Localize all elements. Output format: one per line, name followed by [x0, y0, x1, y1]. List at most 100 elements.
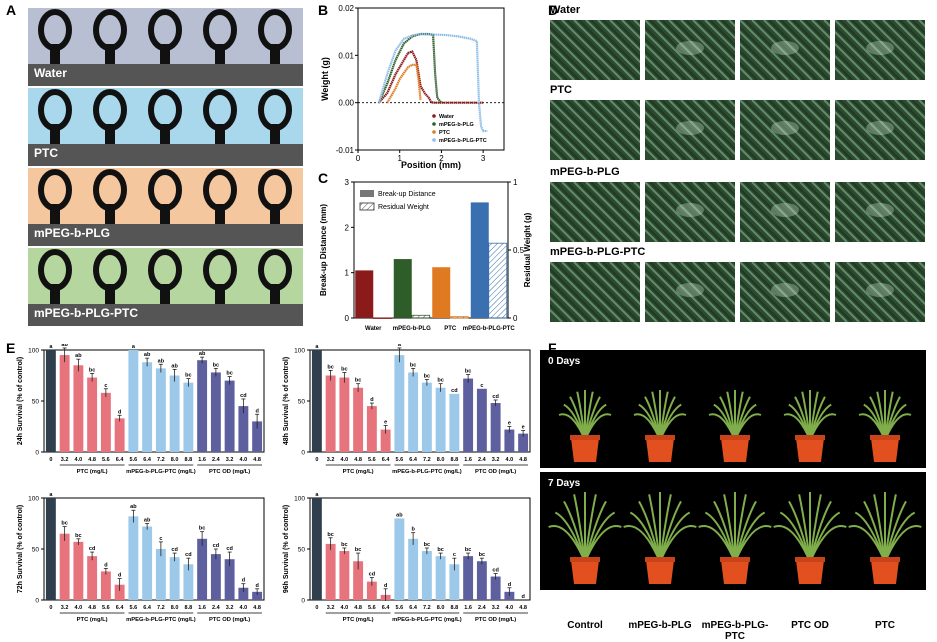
microscopy-image: [550, 182, 640, 242]
significance-letter: e: [508, 421, 511, 427]
x-tick-label: 6.4: [116, 457, 125, 463]
legend-marker: [432, 130, 436, 134]
significance-letter: c: [104, 383, 107, 389]
microscopy-image: [550, 262, 640, 322]
series-line: [377, 32, 488, 133]
droplet-image-2: PTC: [28, 88, 303, 166]
survival-bar: [325, 375, 336, 452]
significance-letter: d: [508, 582, 511, 588]
chart-e-48h-survival: 0 50 100 48h Survival (% of control) a 0 bc 3.2…: [283, 344, 531, 475]
significance-letter: cd: [185, 552, 191, 558]
x-tick-label: 3.2: [226, 457, 234, 463]
bar-residual-weight: [411, 314, 431, 319]
panel-label-d: D: [548, 2, 559, 18]
day-label: 0 Days: [548, 356, 581, 367]
y-tick-label: 0: [345, 314, 350, 323]
significance-letter: cd: [492, 567, 498, 573]
bar-breakup-distance: [470, 202, 489, 318]
significance-letter: ab: [144, 352, 151, 358]
survival-bar: [490, 403, 501, 452]
x-tick-label: 7.2: [157, 605, 165, 611]
x-tick-label: 3.2: [61, 605, 69, 611]
x-tick-label: 6.4: [143, 605, 152, 611]
x-tick-label: 4.0: [341, 605, 349, 611]
survival-bar: [366, 406, 377, 452]
x-tick-label: 0: [315, 457, 318, 463]
droplet-label: mPEG-b-PLG-PTC: [34, 306, 138, 320]
x-tick-label: 4.0: [341, 457, 349, 463]
group-label: PTC OD (mg/L): [475, 617, 516, 623]
significance-letter: bc: [465, 547, 471, 553]
x-tick-label: 7.2: [423, 605, 431, 611]
x-tick-label: 0: [49, 605, 52, 611]
group-label: mPEG-b-PLG-PTC (mg/L): [126, 469, 196, 475]
microscopy-image: [550, 100, 640, 160]
x-tick-label: 0: [49, 457, 52, 463]
significance-letter: bc: [465, 368, 471, 374]
group-label: PTC OD (mg/L): [209, 469, 250, 475]
x-tick-label: 3.2: [492, 605, 500, 611]
x-tick-label: 1.6: [198, 457, 206, 463]
y-axis-label: 48h Survival (% of control): [283, 357, 290, 445]
group-label: PTC (mg/L): [343, 469, 374, 475]
y-axis-label: 96h Survival (% of control): [283, 505, 290, 593]
y-tick-label: 0.00: [338, 99, 354, 108]
x-tick-label: 0: [356, 154, 361, 163]
significance-letter: bc: [61, 521, 67, 527]
x-tick-label: 6.4: [409, 605, 418, 611]
survival-bar: [339, 377, 350, 452]
significance-letter: bc: [213, 362, 219, 368]
legend-entry: PTC: [439, 130, 450, 136]
chart-c-breakup-distance: 0 1 2 3 0 0.5 1 Break-up Distance (mm) Residual …: [319, 178, 532, 332]
significance-letter: e: [522, 425, 525, 431]
droplet-label: mPEG-b-PLG: [34, 226, 111, 240]
survival-bar: [128, 516, 139, 600]
y-axis-label: Weight (g): [320, 57, 330, 101]
x-tick-label: 6.4: [409, 457, 418, 463]
significance-letter: ab: [158, 358, 165, 364]
x-tick-label: 7.2: [157, 457, 165, 463]
legend-swatch: [360, 190, 374, 197]
significance-letter: bc: [75, 533, 81, 539]
x-tick-label: 6.4: [116, 605, 125, 611]
survival-bar: [183, 382, 194, 452]
group-label: mPEG-b-PLG-PTC (mg/L): [392, 469, 462, 475]
significance-letter: bc: [424, 374, 430, 380]
y-tick-label: 3: [345, 178, 350, 187]
y-tick-label: 50: [298, 399, 306, 406]
significance-letter: c: [480, 383, 483, 389]
survival-bar: [353, 561, 364, 600]
series-line: [378, 50, 484, 104]
y-tick-label: 0.01: [338, 51, 354, 60]
x-tick-label: 4.8: [88, 605, 96, 611]
x-tick-label: 2.4: [478, 457, 487, 463]
x-tick-label: 3.2: [327, 605, 335, 611]
x-tick-label: 6.4: [382, 605, 391, 611]
x-tick-label: 3: [481, 154, 486, 163]
survival-bar: [339, 551, 350, 600]
y-tick-label: 50: [32, 547, 40, 554]
survival-bar: [421, 551, 432, 600]
x-tick-label: 4.8: [354, 605, 362, 611]
significance-letter: bc: [355, 378, 361, 384]
microscopy-image: [645, 182, 735, 242]
survival-bar: [128, 350, 139, 452]
survival-bar: [435, 387, 446, 452]
survival-bar: [463, 556, 474, 600]
plant-photo-1: 0 Days: [540, 350, 926, 468]
series-line: [377, 32, 443, 104]
y-tick-label: 100: [28, 348, 39, 355]
survival-bar: [45, 350, 56, 452]
microscopy-image: [645, 262, 735, 322]
x-tick-label: 5.6: [396, 605, 404, 611]
survival-bar: [366, 581, 377, 600]
x-tick-label: 5.6: [102, 605, 110, 611]
significance-letter: d: [384, 583, 387, 589]
x-tick-label: 2.4: [212, 605, 221, 611]
x-tick-label: 8.0: [171, 457, 179, 463]
y2-tick-label: 1: [513, 178, 518, 187]
microscopy-image: [835, 182, 925, 242]
x-tick-label: mPEG-b-PLG-PTC: [463, 326, 516, 332]
y-axis-label: 24h Survival (% of control): [17, 357, 24, 445]
